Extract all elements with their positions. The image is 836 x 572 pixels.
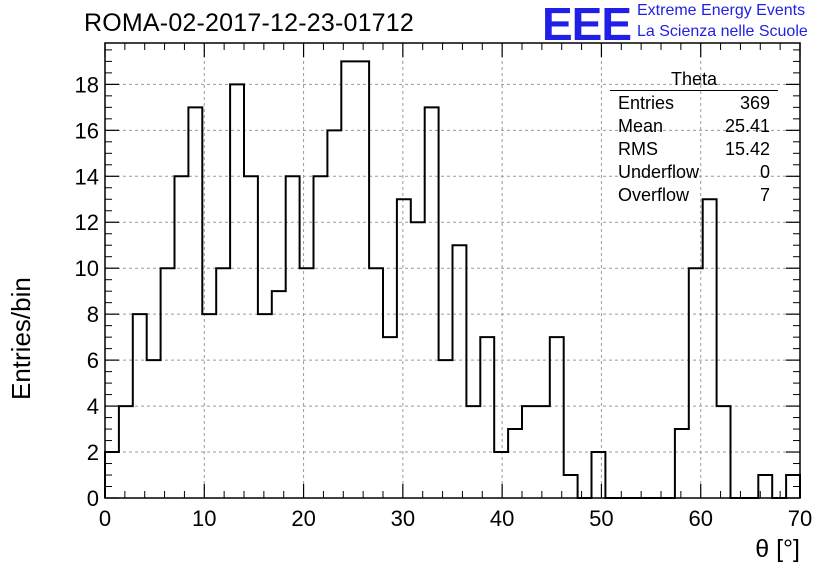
x-tick-label: 70 — [788, 506, 812, 531]
y-tick-label: 10 — [75, 256, 99, 281]
plot-frame — [104, 42, 801, 499]
y-tick-label: 18 — [75, 72, 99, 97]
y-tick-label: 12 — [75, 210, 99, 235]
stats-row-mean: Mean 25.41 — [610, 115, 778, 138]
y-tick-label: 0 — [87, 486, 99, 511]
x-tick-label: 0 — [99, 506, 111, 531]
stats-row-entries: Entries 369 — [610, 92, 778, 115]
stats-row-underflow: Underflow 0 — [610, 161, 778, 184]
stats-value: 25.41 — [724, 116, 770, 136]
logo-subtitle-line2: La Scienza nelle Scuole — [637, 23, 808, 40]
histogram-outline — [104, 60, 801, 499]
x-tick-label: 40 — [490, 506, 514, 531]
stats-title: Theta — [610, 68, 778, 91]
stats-label: Mean — [618, 116, 664, 136]
x-axis-label: θ [°] — [755, 535, 800, 563]
x-tick-label: 30 — [391, 506, 415, 531]
stats-label: Underflow — [618, 162, 700, 182]
stats-label: Overflow — [618, 185, 690, 205]
stats-box: Theta Entries 369 Mean 25.41 RMS 15.42 U… — [610, 68, 778, 207]
stats-value: 15.42 — [724, 139, 770, 159]
x-tick-label: 60 — [688, 506, 712, 531]
x-tick-label: 50 — [589, 506, 613, 531]
stats-row-overflow: Overflow 7 — [610, 184, 778, 207]
stats-label: Entries — [618, 93, 675, 113]
x-tick-label: 20 — [291, 506, 315, 531]
y-tick-label: 14 — [75, 164, 99, 189]
y-tick-label: 8 — [87, 302, 99, 327]
stats-row-rms: RMS 15.42 — [610, 138, 778, 161]
eee-logo: EEE — [542, 0, 632, 50]
y-tick-label: 2 — [87, 440, 99, 465]
axis-ticks — [104, 43, 801, 499]
y-tick-label: 16 — [75, 118, 99, 143]
run-title: ROMA-02-2017-12-23-01712 — [84, 9, 414, 37]
y-tick-label: 4 — [87, 394, 99, 419]
y-axis-label: Entries/bin — [6, 277, 36, 400]
stats-value: 7 — [759, 185, 770, 205]
stats-value: 369 — [739, 93, 770, 113]
stats-value: 0 — [759, 162, 770, 182]
x-tick-label: 10 — [192, 506, 216, 531]
stats-label: RMS — [618, 139, 658, 159]
y-tick-label: 6 — [87, 348, 99, 373]
logo-subtitle-line1: Extreme Energy Events — [637, 2, 806, 19]
